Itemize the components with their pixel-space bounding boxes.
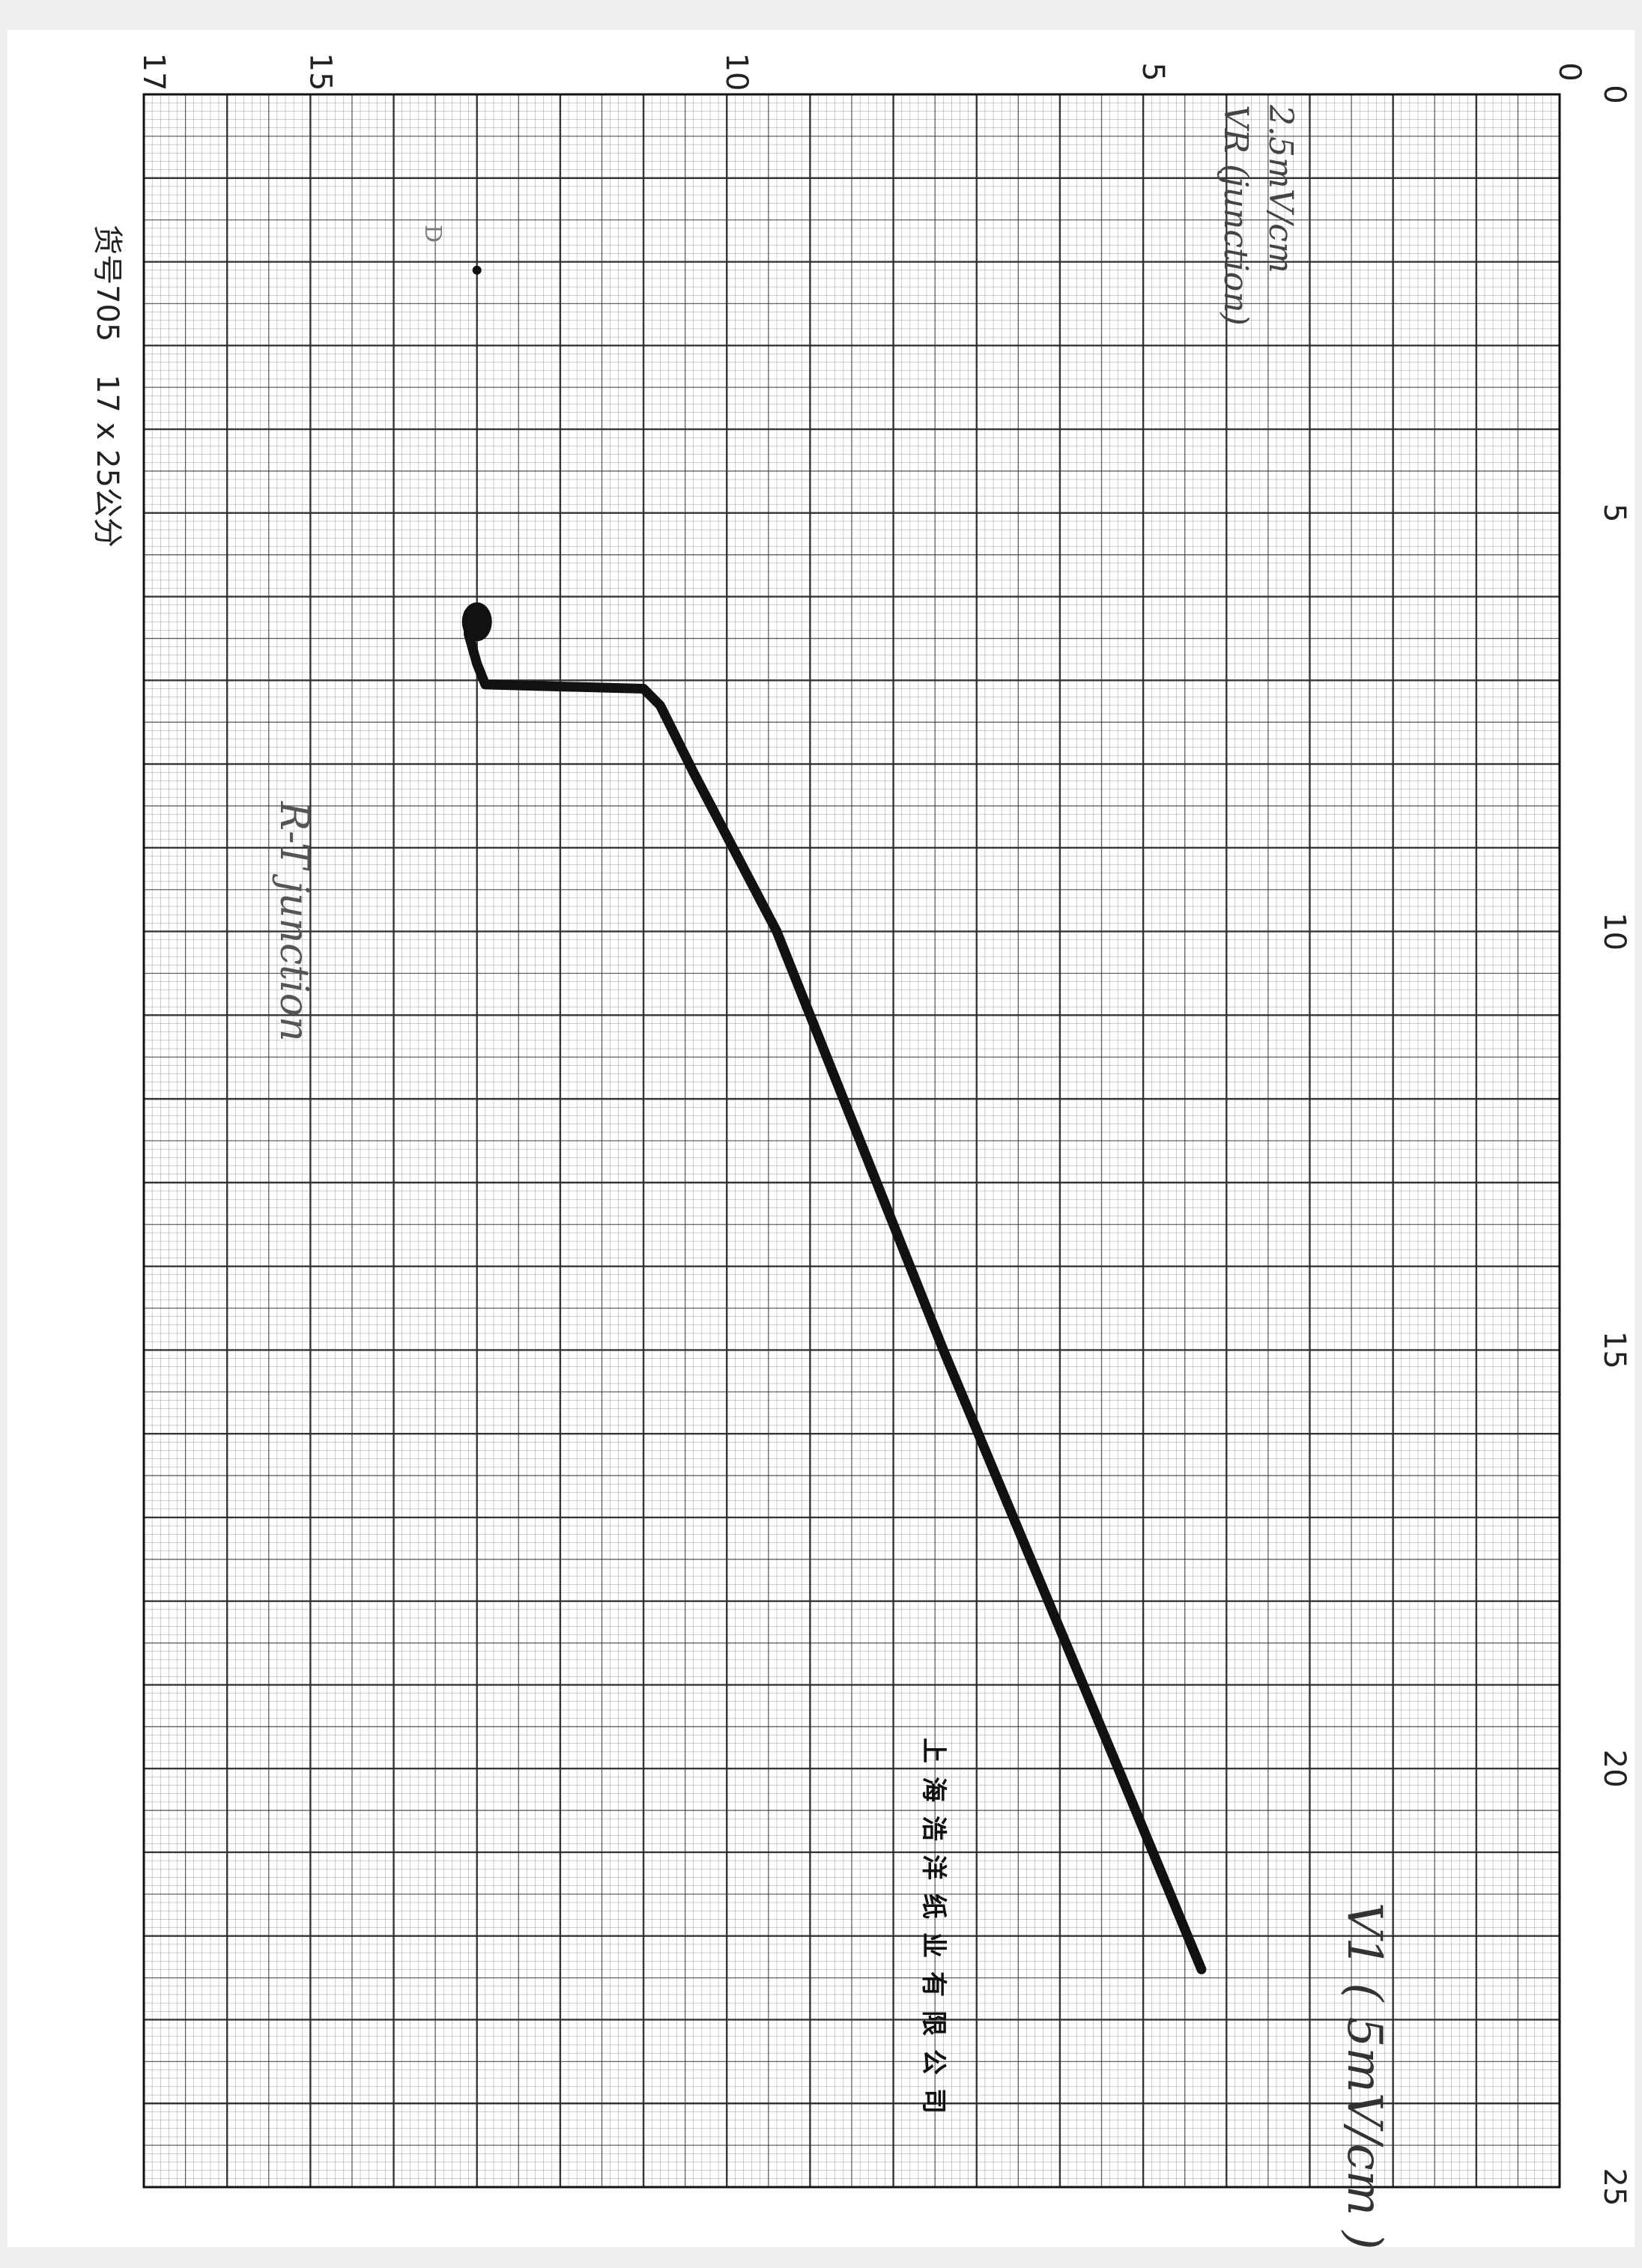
x-tick-label: 5 [1597, 503, 1632, 522]
x-axis-note-text: V1 ( 5mV/cm ) [1336, 1902, 1392, 2250]
y-tick-label: 15 [303, 53, 337, 91]
maker-name: 上海浩洋纸业有限公司 [918, 1738, 948, 2127]
y-tick-label: 5 [1136, 62, 1170, 81]
plot-data [461, 265, 1207, 1974]
grid [142, 93, 1561, 2189]
y-axis-note: 2.5mV/cm VR (junction) [1217, 104, 1300, 326]
paper-size: 17 x 25公分 [90, 375, 124, 548]
small-mark: D [419, 225, 446, 243]
plot-frame [142, 93, 1561, 2189]
curve-label: R-T junction [271, 801, 316, 1042]
y-tick-label: 17 [136, 53, 171, 91]
y-tick-label: 10 [719, 53, 754, 91]
series-line [464, 608, 1207, 1974]
x-tick-label: 10 [1597, 912, 1632, 950]
product-code: 货号705 [90, 225, 124, 342]
y-axis-note-line2: VR (junction) [1217, 105, 1255, 326]
x-axis-note: V1 ( 5mV/cm ) [1336, 1902, 1392, 2250]
y-axis-note-line1: 2.5mV/cm [1261, 104, 1300, 273]
x-tick-label: 0 [1597, 85, 1632, 103]
ink-blob [461, 602, 492, 642]
isolated-dot [472, 265, 482, 275]
x-tick-label: 15 [1597, 1331, 1632, 1369]
paper-sheet [7, 30, 1635, 2247]
curve-label-text: R-T junction [271, 801, 316, 1042]
product-label: 货号705 17 x 25公分 [90, 225, 124, 548]
maker-label: 上海浩洋纸业有限公司 [918, 1738, 948, 2127]
small-mark-text: D [419, 225, 446, 243]
axis-tick-labels: 0 5 10 15 20 25 0 5 10 15 17 [136, 53, 1632, 2207]
x-tick-label: 20 [1597, 1750, 1632, 1788]
x-tick-label: 25 [1597, 2168, 1632, 2207]
y-tick-label: 0 [1552, 62, 1587, 81]
